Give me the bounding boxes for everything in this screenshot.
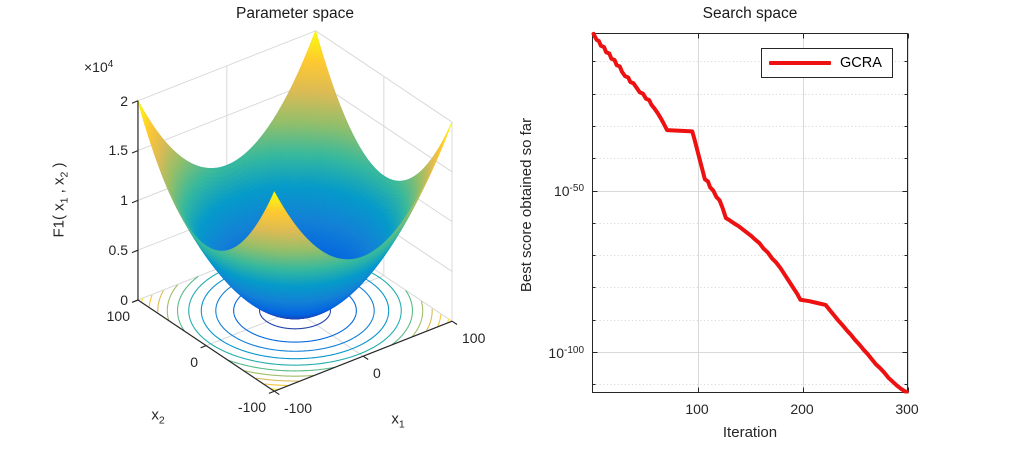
- z-tick-2: 2: [120, 93, 128, 109]
- legend-label-gcra: GCRA: [840, 55, 882, 71]
- x1-tick-100: 100: [462, 330, 486, 346]
- x-axis-label: Iteration: [722, 424, 778, 441]
- left-plot-title: Parameter space: [235, 5, 355, 22]
- legend: GCRA: [761, 48, 893, 78]
- x-tick-200: 200: [790, 401, 814, 417]
- z-axis-label: F1( x1 , x2 ): [50, 162, 71, 238]
- x-tick-300: 300: [895, 401, 919, 417]
- legend-line-sample-gcra: [769, 60, 831, 66]
- x1-tick-m100: -100: [284, 400, 313, 416]
- z-tick-1_5: 1.5: [108, 142, 128, 158]
- x1-tick-0: 0: [373, 365, 381, 381]
- x2-tick-0: 0: [190, 354, 198, 370]
- z-tick-0: 0: [120, 292, 128, 308]
- x2-axis-label: x2: [151, 406, 165, 427]
- x1-axis-label: x1: [391, 410, 405, 431]
- z-tick-1: 1: [120, 192, 128, 208]
- y-axis-label: Best score obtained so far: [518, 117, 535, 293]
- y-tick-1e-50: 10-50: [553, 183, 584, 199]
- right-plot-title: Search space: [702, 5, 798, 22]
- z-axis-exponent-label: ×104: [84, 59, 114, 75]
- x-tick-100: 100: [685, 401, 709, 417]
- z-tick-0_5: 0.5: [108, 242, 128, 258]
- x2-tick-100: 100: [106, 308, 130, 324]
- y-tick-1e-100: 10-100: [548, 345, 584, 361]
- x2-tick-m100: -100: [237, 399, 266, 415]
